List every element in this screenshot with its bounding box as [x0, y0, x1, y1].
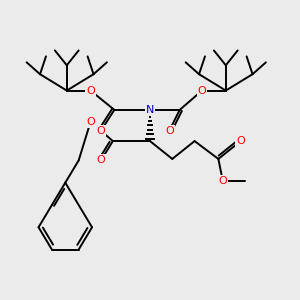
- Text: N: N: [146, 105, 154, 115]
- Text: O: O: [236, 136, 245, 146]
- Text: O: O: [86, 85, 95, 96]
- Text: O: O: [198, 85, 206, 96]
- Text: O: O: [218, 176, 227, 186]
- Text: O: O: [86, 117, 95, 127]
- Text: O: O: [97, 155, 105, 165]
- Text: O: O: [165, 126, 174, 136]
- Text: O: O: [97, 126, 105, 136]
